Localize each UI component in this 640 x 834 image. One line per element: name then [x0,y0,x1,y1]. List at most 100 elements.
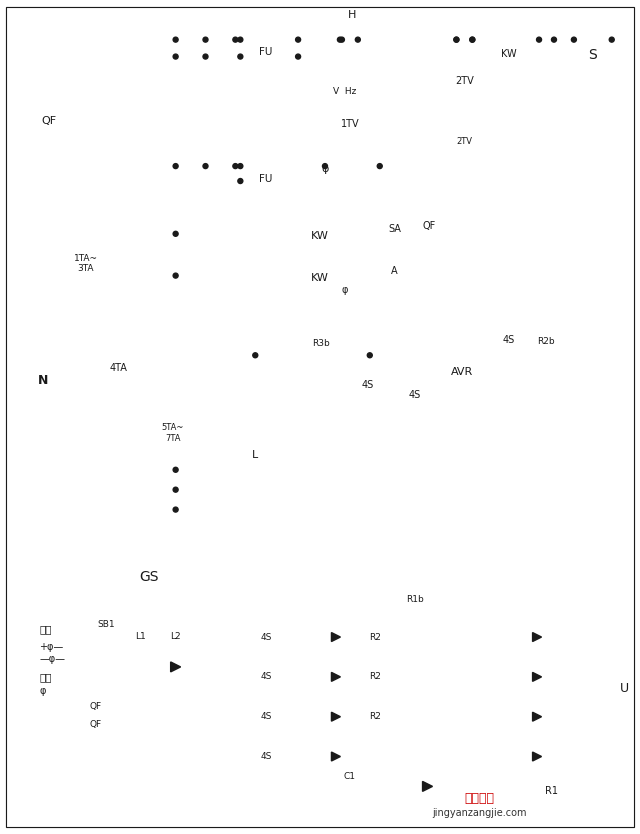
Circle shape [503,58,515,69]
Circle shape [70,656,76,662]
Circle shape [335,103,349,116]
Text: 4TA: 4TA [110,364,128,373]
Text: R3b: R3b [312,339,330,348]
Circle shape [501,273,517,289]
Circle shape [351,103,365,116]
Text: φ: φ [39,686,45,696]
Bar [248,590,607,798]
Text: C1: C1 [344,772,356,781]
Circle shape [293,283,307,297]
Circle shape [554,83,560,88]
Circle shape [296,38,301,43]
Circle shape [122,273,140,290]
Circle shape [188,419,204,435]
Circle shape [245,487,252,493]
Circle shape [136,366,156,386]
Circle shape [554,25,560,31]
Bar [280,268,360,299]
Circle shape [172,16,180,23]
Circle shape [431,372,438,378]
Bar [447,67,483,136]
Text: R2: R2 [369,712,381,721]
Text: 均压: 均压 [39,672,52,682]
Circle shape [377,163,382,168]
Circle shape [536,38,541,43]
Circle shape [188,397,204,413]
Text: 4S: 4S [408,390,420,400]
Circle shape [333,10,347,23]
Circle shape [173,231,178,236]
Circle shape [609,38,614,43]
Polygon shape [332,712,340,721]
Text: QF: QF [42,116,57,126]
Text: A: A [392,266,398,276]
Circle shape [136,350,156,370]
Polygon shape [422,781,433,791]
Circle shape [339,38,344,43]
Text: H: H [348,10,356,20]
Circle shape [449,118,456,126]
Circle shape [245,506,252,513]
Circle shape [173,487,178,492]
Circle shape [202,16,209,23]
Circle shape [536,25,542,31]
Circle shape [472,118,480,126]
Text: SA: SA [388,224,401,234]
Circle shape [486,269,492,275]
Bar [278,224,527,302]
Bar [390,604,440,616]
Bar [429,345,494,400]
Circle shape [122,231,140,249]
Text: —φ—: —φ— [39,654,65,664]
Circle shape [188,454,204,470]
Bar [328,82,372,126]
Circle shape [511,357,517,364]
Text: N: N [38,374,49,387]
Text: 5TA~
7TA: 5TA~ 7TA [161,423,184,443]
Circle shape [454,38,459,43]
Bar [268,160,298,172]
Circle shape [536,77,542,83]
Text: 2TV: 2TV [456,137,472,146]
Circle shape [501,246,517,262]
Bar [574,35,612,74]
Circle shape [245,467,252,473]
Polygon shape [532,712,541,721]
Circle shape [238,38,243,43]
Circle shape [232,16,239,23]
Circle shape [472,104,480,113]
Circle shape [233,38,238,43]
Circle shape [188,432,204,448]
Polygon shape [332,752,340,761]
Text: 4S: 4S [260,632,272,641]
Circle shape [173,467,178,472]
Text: 2TV: 2TV [455,77,474,87]
Text: jingyanzangjie.com: jingyanzangjie.com [432,808,527,818]
Text: R1: R1 [545,786,559,796]
Text: FU: FU [259,174,272,184]
Text: AVR: AVR [451,367,473,377]
Bar [280,226,360,258]
Circle shape [367,353,372,358]
Circle shape [501,259,517,274]
Circle shape [238,54,243,59]
Circle shape [173,273,178,278]
Circle shape [173,38,178,43]
Circle shape [203,38,208,43]
Text: QF: QF [90,720,102,729]
Text: GS: GS [139,570,159,585]
Text: R2: R2 [369,632,381,641]
Bar [529,349,564,362]
Polygon shape [532,672,541,681]
Text: L: L [252,450,259,460]
Bar [280,226,529,315]
Polygon shape [532,632,541,641]
Circle shape [486,352,492,359]
Circle shape [323,283,337,297]
Text: S: S [588,48,597,62]
Circle shape [449,90,456,98]
Bar [268,176,298,186]
Circle shape [238,163,243,168]
Text: 经验总结: 经验总结 [464,791,494,805]
Circle shape [470,38,475,43]
